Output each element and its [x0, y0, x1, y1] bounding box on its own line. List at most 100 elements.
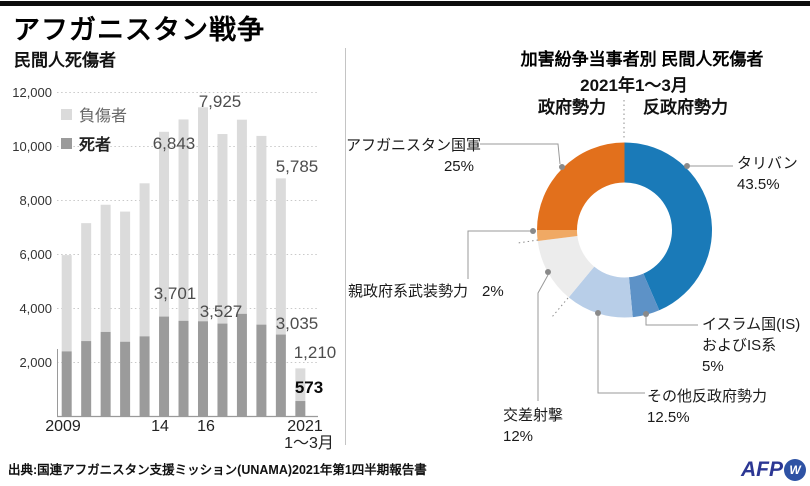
bar-value-label: 6,843 [153, 134, 196, 153]
callout-dot-taliban [684, 163, 690, 169]
legend-swatch-injured [61, 108, 72, 120]
donut-label-text: 親政府系武装勢力 2% [348, 283, 504, 300]
bar-chart-title: 民間人死傷者 [14, 51, 116, 70]
top-black-bar [0, 1, 810, 6]
donut-chart-subtitle: 2021年1〜3月 [580, 76, 688, 95]
callout-dot-afghan-army [559, 164, 565, 170]
bar-value-label: 3,527 [200, 302, 243, 321]
y-axis-tick: 12,000 [12, 85, 52, 100]
bar-deaths-2009 [61, 351, 72, 417]
afp-logo: AFP W [741, 458, 806, 482]
donut-label-pro-government-militia: 親政府系武装勢力 2% [348, 281, 504, 302]
afp-globe-icon: W [784, 459, 806, 481]
bar-injured-2016 [197, 107, 208, 322]
bar-deaths-2020 [275, 334, 286, 417]
page-title: アフガニスタン戦争 [13, 15, 265, 45]
group-label-government: 政府勢力 [538, 98, 606, 117]
bar-value-label: 573 [295, 378, 323, 397]
callout-line-islamic-state [645, 317, 698, 326]
legend-label-deaths: 死者 [79, 137, 112, 154]
bar-chart-legend: 負傷者 死者 [61, 102, 127, 160]
x-axis-tick: 2021 [287, 418, 323, 435]
x-axis-tick: 1〜3月 [284, 435, 334, 452]
donut-segment-taliban [624, 142, 712, 311]
legend-item-injured: 負傷者 [61, 102, 127, 126]
bar-deaths-2012 [120, 341, 131, 417]
donut-chart-title: 加害紛争当事者別 民間人死傷者 [520, 50, 764, 69]
bar-value-label: 5,785 [276, 157, 319, 176]
group-separator-line-1 [551, 297, 569, 318]
bar-value-label: 1,210 [294, 343, 337, 362]
donut-label-other-anti-government: その他反政府勢力 12.5% [647, 386, 767, 428]
donut-label-text: 交差射撃 [503, 407, 564, 424]
bar-injured-2018 [236, 119, 247, 314]
bar-injured-2009 [61, 255, 72, 352]
afp-logo-text: AFP [741, 458, 783, 481]
bar-injured-2014 [159, 131, 170, 317]
callout-dot-crossfire [545, 269, 551, 275]
donut-label-text: アフガニスタン国軍 [346, 137, 482, 154]
callout-dot-pro-government-militia [530, 228, 536, 234]
bar-deaths-2014 [159, 316, 170, 417]
source-note: 出典:国連アフガニスタン支援ミッション(UNAMA)2021年第1四半期報告書 [8, 463, 427, 477]
donut-segment-afghan-army [537, 142, 625, 230]
donut-label-pct: 12.5% [647, 409, 690, 426]
bar-deaths-2021年1〜3月 [295, 401, 306, 417]
bar-value-label: 3,035 [276, 314, 319, 333]
bar-injured-2011 [100, 204, 111, 332]
callout-line-other-anti-government [597, 316, 645, 394]
bar-injured-2013 [139, 183, 150, 337]
y-axis-tick: 4,000 [19, 301, 52, 316]
donut-label-pct: 5% [702, 358, 724, 375]
bar-injured-2021年1〜3月 [295, 368, 306, 402]
x-axis-tick: 14 [151, 418, 169, 435]
group-separator-line-2 [517, 239, 539, 244]
callout-line-pro-government-militia [467, 230, 530, 279]
donut-label-pct: 43.5% [737, 176, 780, 193]
panel-divider [345, 48, 346, 445]
donut-label-text: その他反政府勢力 [647, 388, 768, 405]
callout-dot-other-anti-government [595, 310, 601, 316]
donut-segment-other-anti-government [568, 266, 633, 318]
donut-segment-pro-government-militia [537, 230, 578, 241]
bar-injured-2019 [256, 135, 267, 325]
donut-label-islamic-state: イスラム国(IS) およびIS系 5% [702, 314, 800, 377]
bar-deaths-2011 [100, 331, 111, 417]
donut-label-afghan-army: アフガニスタン国軍 25% [346, 135, 482, 177]
donut-label-pct: 12% [503, 428, 534, 445]
bar-deaths-2019 [256, 324, 267, 417]
donut-label-pct: 25% [443, 158, 474, 175]
y-axis-tick: 8,000 [19, 193, 52, 208]
bar-value-label: 3,701 [154, 284, 197, 303]
callout-dot-islamic-state [643, 311, 649, 317]
bar-deaths-2015 [178, 320, 189, 417]
bar-injured-2015 [178, 119, 189, 321]
donut-segment-islamic-state [628, 273, 660, 318]
donut-segment-crossfire [537, 235, 595, 298]
afp-globe-letter: W [789, 463, 801, 477]
bar-deaths-2010 [81, 341, 92, 417]
donut-label-taliban: タリバン 43.5% [737, 153, 798, 195]
bar-injured-2012 [120, 211, 131, 342]
bar-value-label: 7,925 [199, 92, 242, 111]
bar-deaths-2016 [197, 321, 208, 417]
donut-label-text: タリバン [737, 155, 798, 172]
bar-deaths-2013 [139, 336, 150, 417]
y-axis-tick: 2,000 [19, 355, 52, 370]
callout-line-crossfire [537, 274, 549, 401]
donut-label-text: およびIS系 [702, 337, 777, 354]
bar-deaths-2017 [217, 323, 228, 417]
group-label-anti-government: 反政府勢力 [643, 98, 728, 117]
donut-label-crossfire: 交差射撃 12% [503, 405, 563, 447]
x-axis-tick: 16 [197, 418, 215, 435]
bar-injured-2017 [217, 134, 228, 324]
callout-line-afghan-army [480, 143, 561, 165]
bar-injured-2010 [81, 223, 92, 342]
donut-label-pct: 2% [482, 283, 504, 300]
x-axis-tick: 2009 [45, 418, 81, 435]
legend-swatch-deaths [61, 137, 72, 149]
legend-item-deaths: 死者 [61, 131, 127, 155]
y-axis-tick: 10,000 [12, 139, 52, 154]
